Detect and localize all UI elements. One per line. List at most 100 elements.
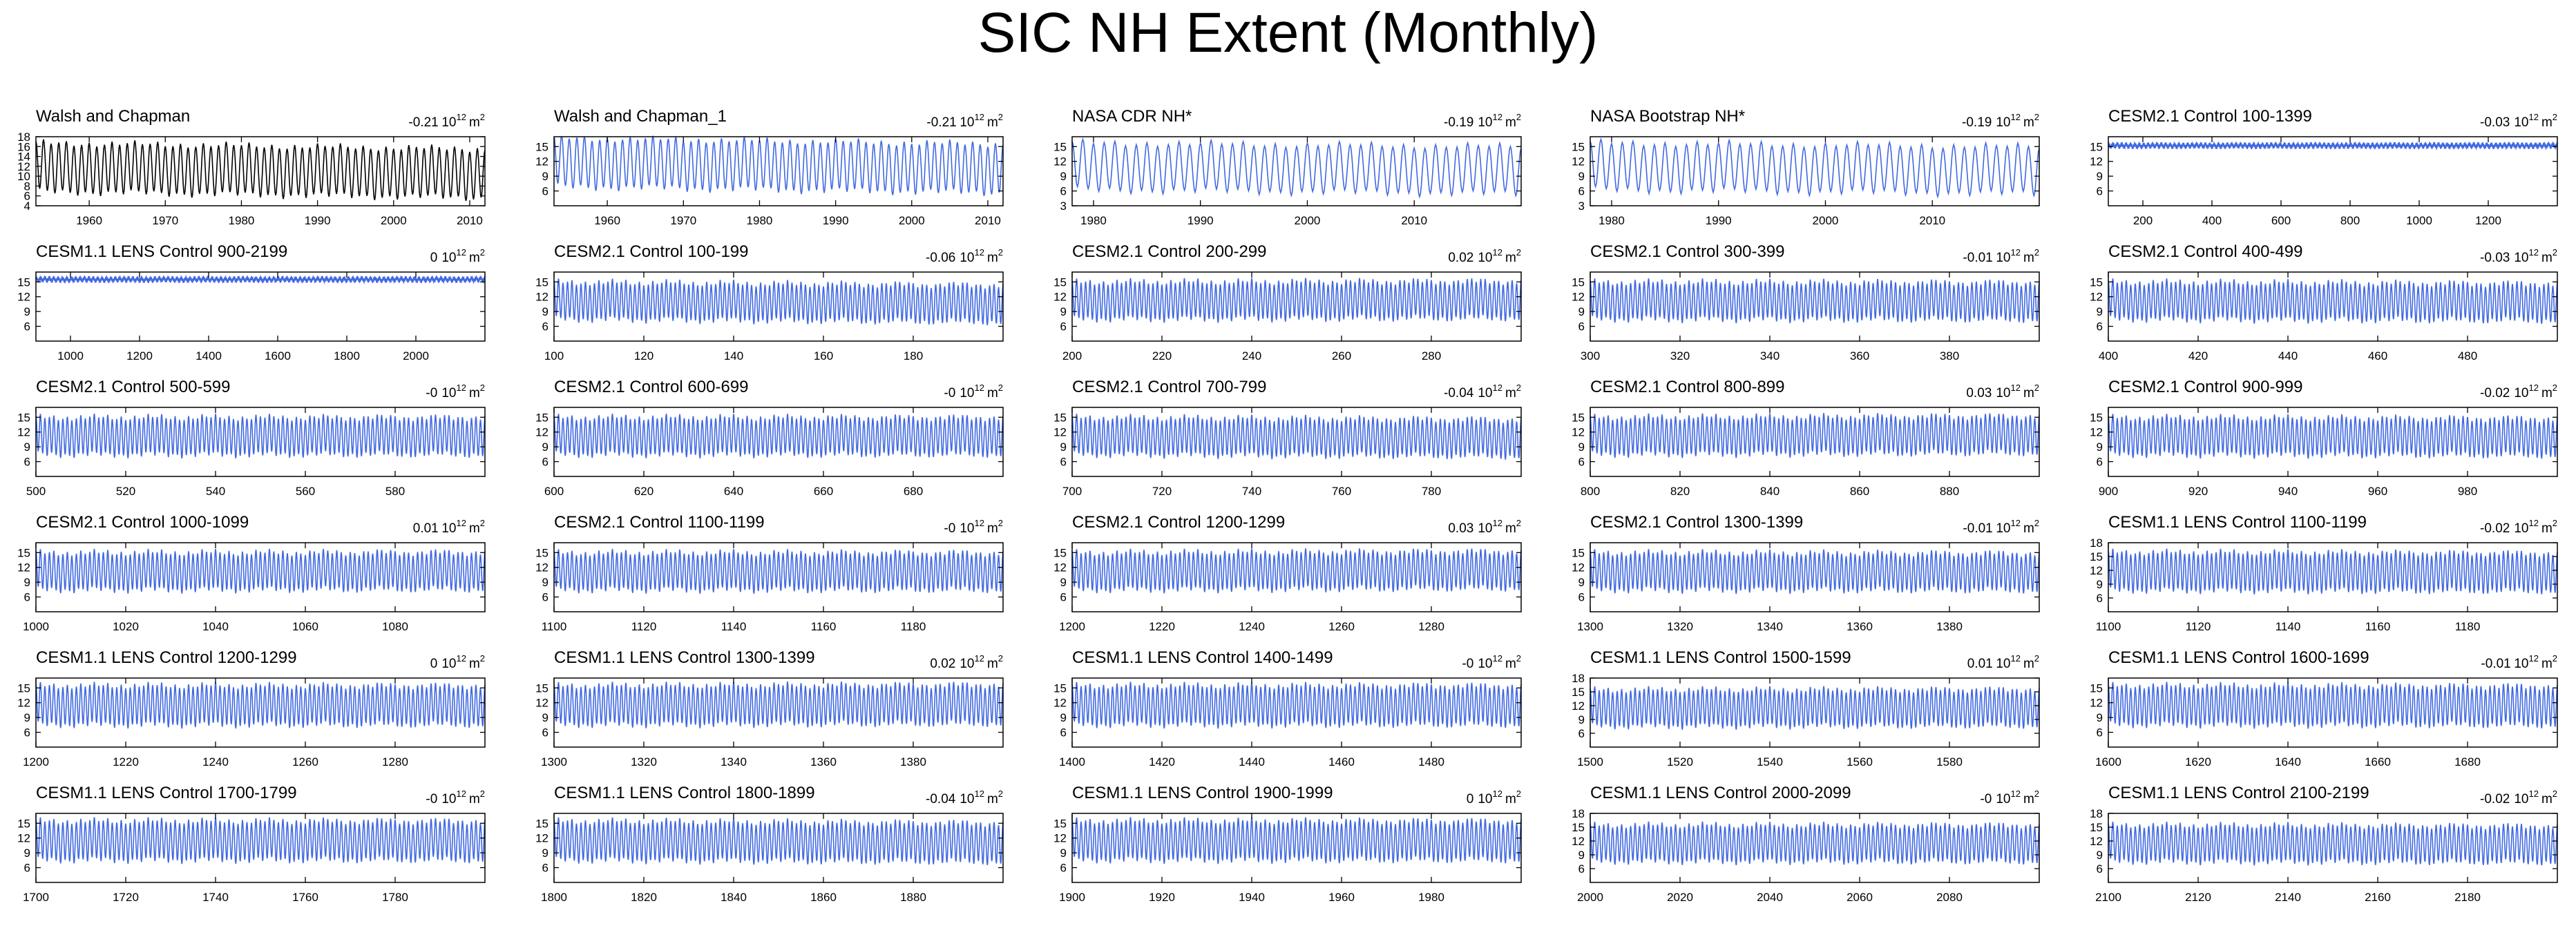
x-tick-label: 1140 [721,620,747,633]
x-tick-label: 600 [2271,214,2291,227]
chart-panel: CESM2.1 Control 100-199 -0.06 1012 m2691215… [535,242,1004,362]
plot-frame [553,542,1004,612]
x-tick-label: 1020 [113,620,139,633]
trend-unit-sup: 2 [2553,112,2557,122]
chart-panel: CESM1.1 LENS Control 1100-1199 -0.02 1012 m… [2090,513,2558,633]
panel-title: NASA Bootstrap NH* [1590,107,1745,126]
x-tick-label: 1990 [1187,214,1214,227]
trend-exponent: 12 [974,789,984,799]
y-tick-label: 15 [1572,546,1585,559]
plot-frame [553,271,1004,342]
x-tick-label: 940 [2278,485,2298,498]
trend-unit-m: m [1505,115,1516,130]
y-tick-label: 12 [2090,697,2103,710]
x-tick-label: 2000 [381,214,407,227]
y-tick-label: 12 [17,697,30,710]
trend-value: -0.02 [2480,792,2510,806]
y-tick-label: 9 [24,576,30,589]
trend-value: -0.19 [1444,115,1473,130]
y-tick-label: 6 [1060,185,1067,198]
y-tick-label: 12 [2090,835,2103,848]
trend-units: 10 [960,386,974,400]
trend-value: 0.03 [1966,386,1992,400]
chart-panel: CESM2.1 Control 300-399 -0.01 1012 m2691215… [1572,242,2040,362]
trend-annotation: 0.03 1012 m2 [1448,518,1521,536]
panel-title: CESM2.1 Control 1000-1099 [36,513,249,532]
y-tick-label: 9 [24,847,30,860]
y-tick-label: 9 [1578,849,1585,862]
panel-title: NASA CDR NH* [1072,107,1192,126]
y-tick-label: 12 [2090,564,2103,577]
trend-annotation: -0 1012 m2 [1462,653,1521,671]
y-tick-label: 9 [2097,578,2103,591]
trend-unit-sup: 2 [2553,247,2557,258]
trend-annotation: -0.02 1012 m2 [2480,789,2557,806]
y-tick-label: 6 [2097,320,2103,334]
trend-annotation: 0.02 1012 m2 [930,653,1003,671]
y-tick-label: 15 [17,682,30,695]
chart-panel: CESM2.1 Control 1000-1099 0.01 1012 m269121… [17,513,486,633]
x-tick-label: 1560 [1847,755,1873,768]
y-tick-label: 12 [535,561,548,574]
y-tick-label: 6 [24,591,30,604]
x-tick-label: 1400 [195,349,222,362]
x-tick-label: 2100 [2095,891,2121,904]
trend-unit-m: m [2541,521,2553,536]
x-tick-label: 1620 [2185,755,2211,768]
x-tick-label: 100 [544,349,564,362]
panel-title: CESM1.1 LENS Control 1400-1499 [1072,648,1333,667]
x-tick-label: 2000 [1813,214,1839,227]
trend-unit-m: m [987,386,998,400]
x-tick-label: 1060 [292,620,318,633]
trend-unit-m: m [987,792,998,806]
trend-value: -0.03 [2480,115,2510,130]
panel-title: CESM2.1 Control 500-599 [36,378,230,396]
trend-exponent: 12 [2528,789,2538,799]
trend-annotation: 0 1012 m2 [1467,789,1521,806]
trend-unit-sup: 2 [2553,789,2557,799]
y-tick-label: 12 [2090,155,2103,168]
panel-title: CESM1.1 LENS Control 1600-1699 [2108,648,2369,667]
trend-exponent: 12 [2528,653,2538,664]
trend-exponent: 12 [456,653,466,664]
trend-annotation: 0 1012 m2 [430,653,485,671]
x-tick-label: 1720 [113,891,139,904]
y-tick-label: 15 [2090,550,2103,563]
trend-exponent: 12 [456,383,466,393]
trend-annotation: -0 1012 m2 [1980,789,2039,806]
x-tick-label: 360 [1850,349,1869,362]
trend-exponent: 12 [974,653,984,664]
trend-units: 10 [2514,386,2528,400]
y-tick-label: 9 [1060,305,1067,318]
y-tick-label: 9 [2097,849,2103,862]
y-tick-label: 3 [1578,200,1585,213]
x-tick-label: 1120 [2186,620,2211,633]
plot-frame [1071,542,1522,612]
plot-frame [553,813,1004,883]
y-tick-label: 9 [1578,305,1585,318]
y-tick-label: 18 [17,130,30,144]
chart-panel: CESM1.1 LENS Control 1400-1499 -0 1012 m269… [1053,648,1522,768]
x-tick-label: 1160 [2365,620,2391,633]
y-tick-label: 15 [17,817,30,830]
trend-units: 10 [960,657,974,671]
y-tick-label: 6 [542,726,548,740]
x-tick-label: 1800 [541,891,567,904]
y-tick-label: 15 [1572,140,1585,153]
chart-panel: Walsh and Chapman_1 -0.21 1012 m26912151960… [535,107,1004,227]
trend-unit-sup: 2 [2034,789,2039,799]
x-tick-label: 1860 [810,891,837,904]
trend-unit-sup: 2 [1516,112,1521,122]
x-tick-label: 1360 [810,755,837,768]
x-tick-label: 1990 [305,214,331,227]
x-tick-label: 1540 [1757,755,1783,768]
x-tick-label: 460 [2368,349,2387,362]
trend-unit-sup: 2 [2553,518,2557,528]
x-tick-label: 1800 [334,349,360,362]
trend-unit-m: m [469,657,480,671]
trend-annotation: -0.19 1012 m2 [1444,112,1521,130]
trend-unit-m: m [1505,521,1516,536]
plot-frame [35,813,486,883]
trend-value: -0 [944,386,955,400]
plot-frame [1071,677,1522,748]
